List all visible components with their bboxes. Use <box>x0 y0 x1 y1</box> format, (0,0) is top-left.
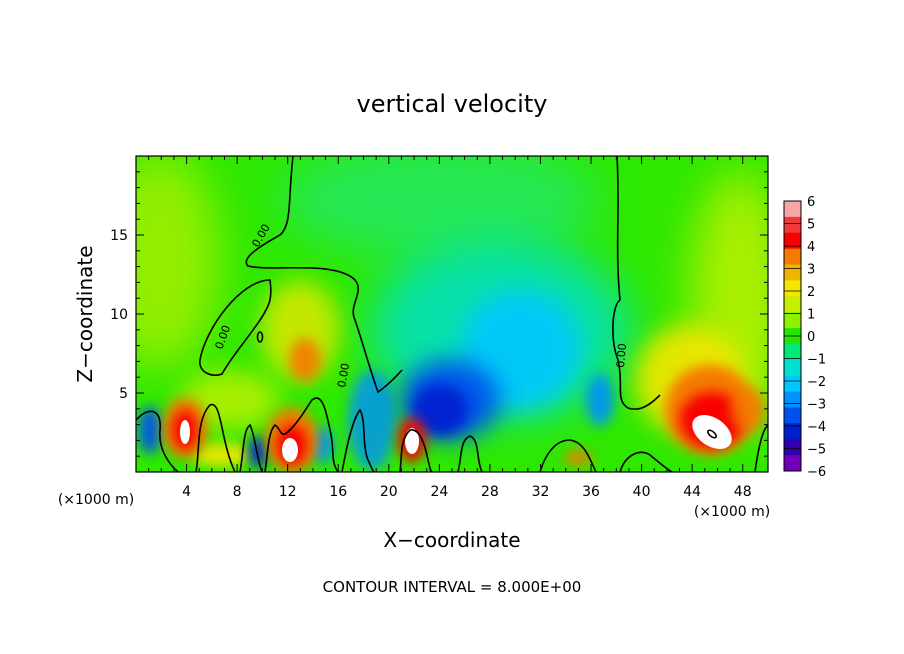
colorbar-swatch <box>784 232 801 250</box>
colorbar-swatch <box>784 423 801 440</box>
colorbar-swatch <box>784 264 801 281</box>
y-tick-label: 15 <box>110 228 128 244</box>
colorbar-tick-label: 5 <box>807 218 815 233</box>
contour-line <box>195 403 236 472</box>
contour-line <box>341 408 375 472</box>
x-tick-label: 40 <box>633 484 651 500</box>
colorbar-swatch <box>784 455 801 472</box>
colorbar-tick-label: 0 <box>807 330 815 345</box>
x-tick-label: 12 <box>279 484 297 500</box>
contour-line <box>256 331 264 343</box>
colorbar-tick-label: −5 <box>807 443 826 458</box>
contour-line <box>612 156 661 410</box>
contour-label: 0.00 <box>614 343 629 369</box>
colorbar-tick-label: −2 <box>807 375 826 390</box>
y-axis-ticks: 5 10 15 <box>110 171 768 457</box>
colorbar-tick-label: −4 <box>807 420 826 435</box>
contour-line <box>399 429 433 472</box>
contour-line <box>245 156 403 394</box>
colorbar-swatch <box>784 343 801 361</box>
y-tick-label: 5 <box>119 386 128 402</box>
colorbar-tick-label: −1 <box>807 353 826 368</box>
contour-line <box>264 397 339 472</box>
colorbar-tick-label: 1 <box>807 308 815 323</box>
x-tick-label: 8 <box>233 484 242 500</box>
colorbar-swatch <box>784 296 801 313</box>
x-tick-label: 48 <box>734 484 752 500</box>
heatmap-field <box>136 156 768 472</box>
contour-line <box>239 423 263 472</box>
contour-line <box>539 439 597 472</box>
chart-title: vertical velocity <box>357 90 548 118</box>
colorbar-swatch <box>784 280 801 297</box>
colorbar-swatch <box>784 375 801 393</box>
colorbar-tick-label: 4 <box>807 240 815 255</box>
y-axis-label: Z−coordinate <box>73 245 97 382</box>
colorbar-tick-label: 3 <box>807 263 815 278</box>
contour-line <box>457 435 483 472</box>
x-tick-label: 4 <box>182 484 191 500</box>
x-tick-label: 44 <box>683 484 701 500</box>
x-tick-label: 24 <box>430 484 448 500</box>
x-tick-label: 20 <box>380 484 398 500</box>
contour-interval-note: CONTOUR INTERVAL = 8.000E+00 <box>323 578 582 596</box>
contour-line <box>199 279 272 376</box>
colorbar-swatch <box>784 216 801 234</box>
x-unit-label: (×1000 m) <box>694 504 770 520</box>
colorbar-tick-label: −3 <box>807 398 826 413</box>
x-tick-label: 32 <box>532 484 550 500</box>
colorbar-swatch <box>784 201 801 218</box>
colorbar-swatch <box>784 391 801 408</box>
colorbar-swatch <box>784 407 801 424</box>
y-tick-label: 10 <box>110 307 128 323</box>
colorbar-swatch <box>784 248 801 266</box>
colorbar-swatch <box>784 312 801 329</box>
x-axis-label: X−coordinate <box>383 528 520 552</box>
x-axis-ticks: 4 8 12 16 20 24 28 32 36 40 44 48 <box>148 156 756 500</box>
contour-line <box>754 424 768 472</box>
colorbar-swatch <box>784 439 801 456</box>
contour-line <box>136 410 179 472</box>
contour-label: 0.00 <box>335 362 352 388</box>
colorbar-tick-label: 6 <box>807 195 815 210</box>
contour-line <box>619 451 673 472</box>
x-tick-label: 16 <box>329 484 347 500</box>
colorbar: 6 5 4 3 2 1 0 −1 −2 −3 −4 −5 −6 <box>783 195 826 480</box>
colorbar-tick-label: 2 <box>807 285 815 300</box>
colorbar-swatch <box>784 359 801 377</box>
y-unit-label: (×1000 m) <box>58 492 134 508</box>
colorbar-tick-label: −6 <box>807 465 826 480</box>
x-tick-label: 36 <box>582 484 600 500</box>
contour-line <box>707 429 717 439</box>
x-tick-label: 28 <box>481 484 499 500</box>
zero-contours <box>136 156 768 472</box>
